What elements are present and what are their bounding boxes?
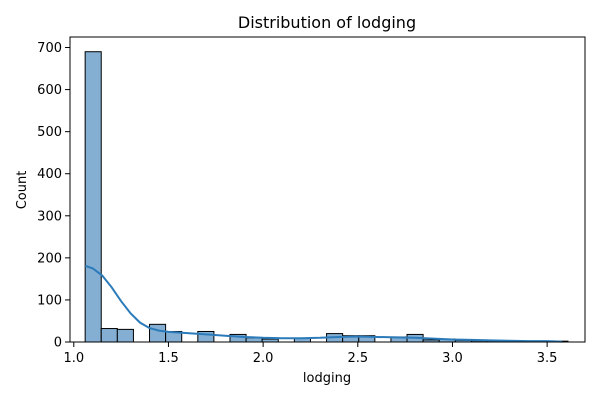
axes-frame xyxy=(69,36,586,343)
y-tick-label: 300 xyxy=(37,209,62,224)
x-tick-label: 2.0 xyxy=(253,351,274,366)
histogram-bar-1 xyxy=(100,328,118,343)
y-axis-ticks: 0 100 200 300 400 500 600 700 xyxy=(37,41,70,351)
x-tick-label: 3.0 xyxy=(442,351,463,366)
y-tick-label: 700 xyxy=(37,41,62,56)
y-tick-label: 200 xyxy=(37,251,62,266)
chart-title: Distribution of lodging xyxy=(238,13,416,32)
histogram-bar-2 xyxy=(116,328,134,343)
y-axis-label: Count xyxy=(15,171,30,210)
y-tick-label: 0 xyxy=(54,336,62,351)
histogram-bar-0 xyxy=(84,51,102,343)
kde-curve xyxy=(84,264,563,343)
x-tick-label: 3.5 xyxy=(537,351,558,366)
x-tick-label: 2.5 xyxy=(347,351,368,366)
histogram-bar-4 xyxy=(149,323,167,343)
x-tick-label: 1.5 xyxy=(158,351,179,366)
y-tick-label: 400 xyxy=(37,167,62,182)
y-tick-label: 500 xyxy=(37,125,62,140)
y-tick-label: 600 xyxy=(37,83,62,98)
y-tick-label: 100 xyxy=(37,293,62,308)
x-axis-ticks: 1.0 1.5 2.0 2.5 3.0 3.5 xyxy=(63,342,557,366)
x-axis-label: lodging xyxy=(303,371,351,386)
x-tick-label: 1.0 xyxy=(63,351,84,366)
